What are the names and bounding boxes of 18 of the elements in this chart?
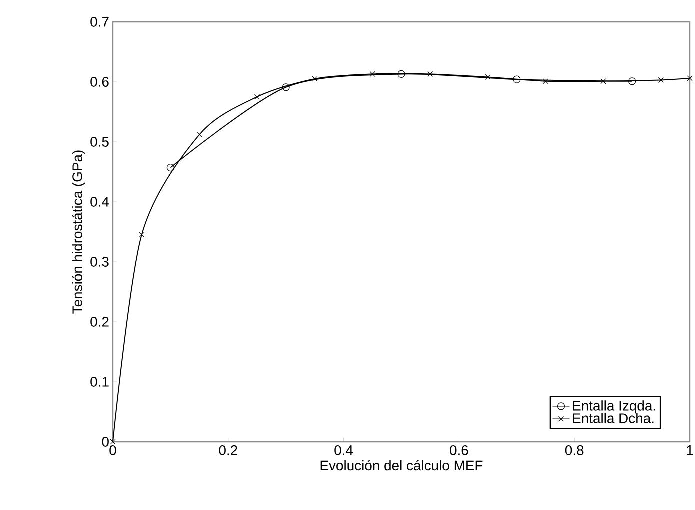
y-tick-label: 0.6 [90, 77, 109, 87]
x-tick-label: 0.6 [450, 446, 468, 456]
x-tick-label: 1 [687, 446, 694, 456]
y-tick-label: 0.7 [90, 17, 109, 27]
x-tick-label: 0.8 [565, 446, 584, 456]
y-tick-label: 0.5 [90, 137, 109, 147]
legend-label: Entalla Dcha. [573, 413, 654, 424]
y-axis-title: Tensión hidrostática (GPa) [72, 150, 86, 314]
y-tick-label: 0.3 [90, 257, 109, 267]
y-tick-label: 0.4 [90, 197, 110, 207]
x-tick-label: 0.4 [334, 446, 354, 456]
x-tick-label: 0.2 [219, 446, 238, 456]
legend-label: Entalla Izqda. [573, 400, 656, 414]
y-tick-label: 0 [102, 437, 109, 447]
x-tick-label: 0 [110, 446, 116, 456]
y-tick-label: 0.2 [90, 317, 109, 327]
y-tick-label: 0.1 [90, 377, 109, 387]
x-axis-title: Evolución del cálculo MEF [320, 460, 483, 471]
